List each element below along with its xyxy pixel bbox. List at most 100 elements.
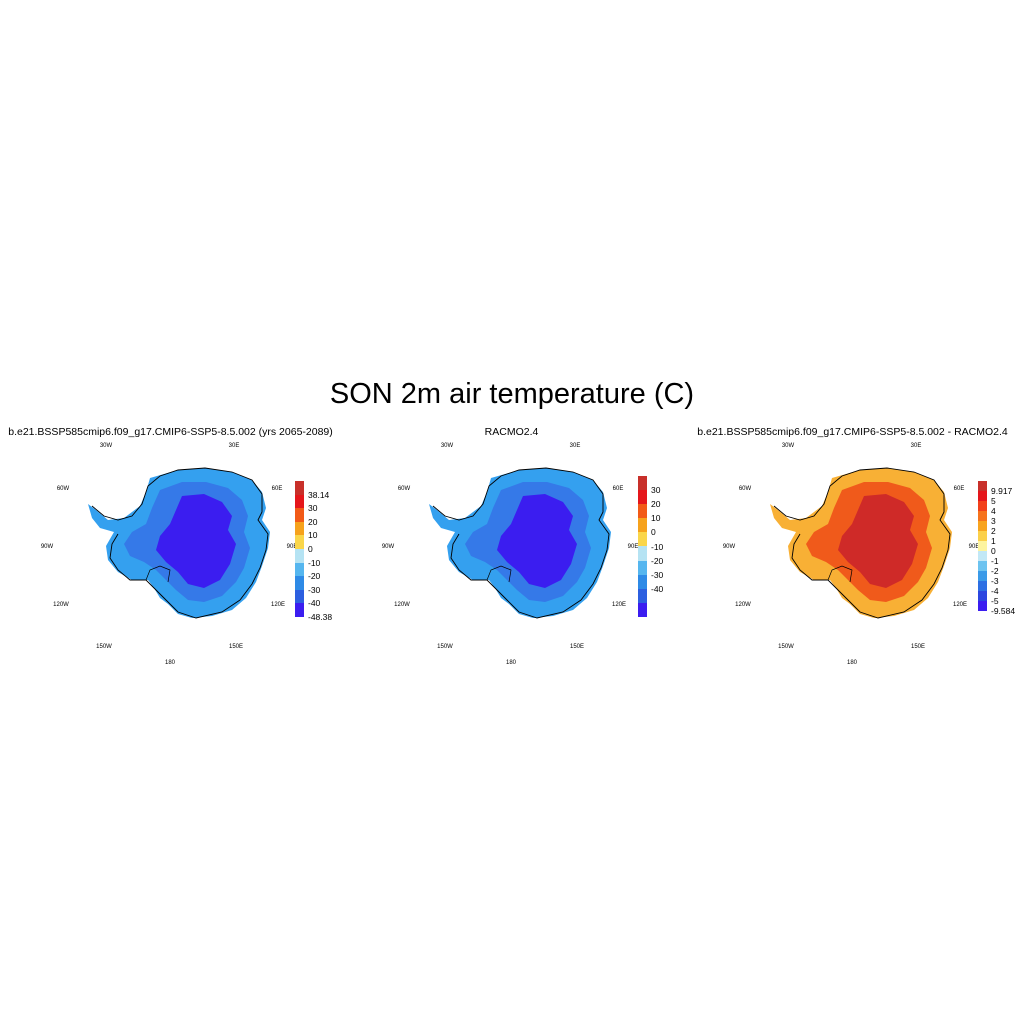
lon-label-150e: 150E — [569, 644, 585, 650]
colorbar-segment — [638, 574, 647, 589]
map-region-interior — [156, 494, 236, 588]
lon-label-90e: 90E — [286, 544, 298, 550]
colorbar-label: -40 — [308, 598, 321, 609]
lon-label-150w: 150W — [437, 644, 453, 650]
colorbar-segment — [295, 548, 304, 563]
colorbar-segment — [638, 504, 647, 519]
colorbar-label: 0 — [991, 546, 996, 556]
lon-label-30e: 30E — [569, 443, 581, 449]
colorbar-segment — [638, 532, 647, 547]
colorbar-segment — [978, 521, 987, 531]
lon-label-120w: 120W — [735, 602, 751, 608]
colorbar-segment — [978, 531, 987, 541]
colorbar-segment — [295, 562, 304, 577]
colorbar-segment — [295, 589, 304, 604]
colorbar-label: 0 — [308, 544, 313, 554]
colorbar-segment — [295, 576, 304, 590]
colorbar-label: -10 — [308, 557, 321, 568]
colorbar-label: 38.14 — [308, 489, 330, 500]
lon-label-120e: 120E — [952, 602, 968, 608]
colorbar-segment — [638, 476, 647, 491]
lon-label-60w: 60W — [397, 486, 411, 492]
colorbar-label: -40 — [651, 583, 664, 594]
antarctica-map — [429, 467, 611, 619]
lon-label-30e: 30E — [910, 443, 922, 449]
colorbar-segment — [638, 518, 647, 533]
map-region-interior — [497, 494, 577, 588]
lon-label-30w: 30W — [781, 443, 795, 449]
panel-title: b.e21.BSSP585cmip6.f09_g17.CMIP6-SSP5-8.… — [8, 426, 333, 438]
colorbar-segment — [978, 511, 987, 521]
colorbar-label: 3 — [991, 516, 996, 526]
lon-label-120w: 120W — [394, 602, 410, 608]
map-layers — [770, 467, 952, 619]
colorbar-segment — [638, 546, 647, 561]
ice-shelf-outline — [827, 565, 853, 583]
colorbar-segment — [295, 535, 304, 549]
colorbar — [638, 476, 647, 617]
colorbar-segment — [978, 541, 987, 551]
colorbar-segment — [638, 490, 647, 505]
colorbar-segment — [978, 581, 987, 591]
colorbar-label: -5 — [991, 596, 999, 606]
colorbar-label: -20 — [651, 555, 664, 566]
colorbar — [295, 481, 304, 617]
ice-shelf-outline — [145, 565, 171, 583]
coastline — [91, 467, 269, 619]
lon-label-90w: 90W — [40, 544, 54, 550]
lon-label-120e: 120E — [611, 602, 627, 608]
colorbar-segment — [638, 588, 647, 603]
lon-label-30w: 30W — [99, 443, 113, 449]
colorbar-segment — [978, 551, 987, 561]
colorbar-label: 10 — [308, 530, 318, 541]
colorbar-label: 20 — [651, 499, 661, 510]
colorbar-segment — [638, 560, 647, 575]
lon-label-180: 180 — [164, 660, 176, 666]
colorbar-segment — [978, 591, 987, 601]
lon-label-60e: 60E — [271, 486, 283, 492]
colorbar-label: -3 — [991, 576, 999, 586]
colorbar — [978, 481, 987, 611]
lon-label-180: 180 — [846, 660, 858, 666]
colorbar-segment — [978, 501, 987, 511]
colorbar-segment — [295, 508, 304, 522]
panel-difference: b.e21.BSSP585cmip6.f09_g17.CMIP6-SSP5-8.… — [682, 420, 1023, 680]
colorbar-label: -30 — [308, 584, 321, 595]
colorbar-segment — [295, 603, 304, 617]
colorbar-label: 0 — [651, 527, 656, 538]
coastline — [432, 467, 610, 619]
lon-label-150w: 150W — [778, 644, 794, 650]
antarctica-map — [770, 467, 952, 619]
map-layers — [429, 467, 611, 619]
lon-label-60e: 60E — [953, 486, 965, 492]
colorbar-label: -1 — [991, 556, 999, 566]
panel-title: RACMO2.4 — [484, 426, 539, 438]
colorbar-label: 1 — [991, 536, 996, 546]
lon-label-150e: 150E — [910, 644, 926, 650]
colorbar-segment — [978, 561, 987, 571]
lon-label-120w: 120W — [53, 602, 69, 608]
colorbar-segment — [978, 571, 987, 581]
colorbar-label: 10 — [651, 513, 661, 524]
lon-label-150e: 150E — [228, 644, 244, 650]
ice-shelf-outline — [486, 565, 512, 583]
lon-label-30e: 30E — [228, 443, 240, 449]
antarctica-map — [88, 467, 270, 619]
colorbar-label: -20 — [308, 571, 321, 582]
lon-label-120e: 120E — [270, 602, 286, 608]
colorbar-segment — [295, 494, 304, 509]
colorbar-segment — [978, 481, 987, 491]
map-region-interior — [838, 494, 918, 588]
panel-racmo: RACMO2.4 30W 30E 60W 60E 90W 90E 120W 12… — [341, 420, 682, 680]
colorbar-label: 30 — [651, 485, 661, 496]
colorbar-label: 2 — [991, 526, 996, 536]
colorbar-segment — [295, 521, 304, 536]
lon-label-90w: 90W — [381, 544, 395, 550]
lon-label-180: 180 — [505, 660, 517, 666]
colorbar-label: -9.584 — [991, 606, 1016, 616]
map-layers — [88, 467, 270, 619]
colorbar-segment — [978, 601, 987, 611]
colorbar-label: 30 — [308, 503, 318, 514]
colorbar-label: -48.38 — [308, 612, 333, 622]
lon-label-90w: 90W — [722, 544, 736, 550]
